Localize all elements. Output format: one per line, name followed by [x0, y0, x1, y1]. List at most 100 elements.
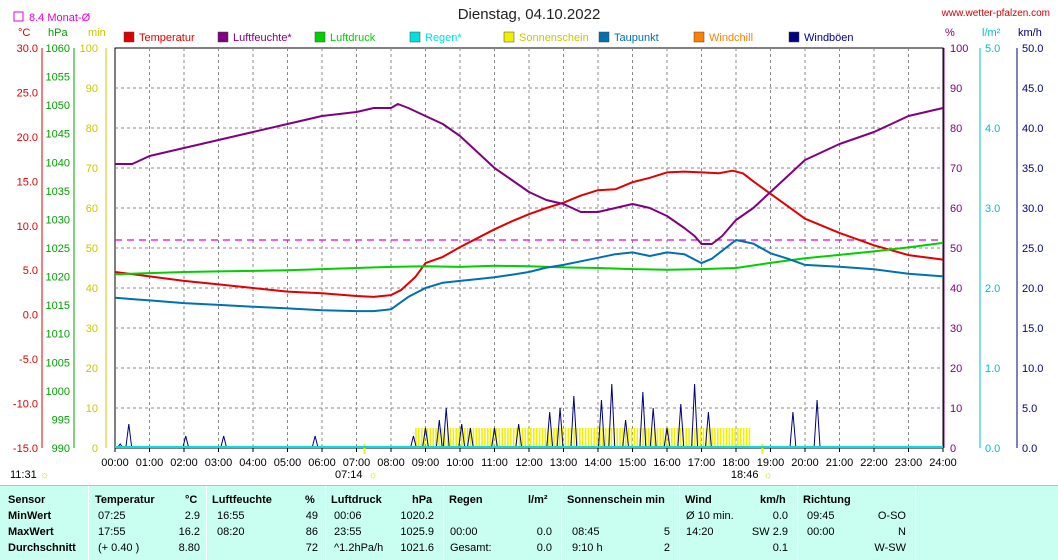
min-tick-label: 30 — [86, 323, 98, 335]
sunshine-bar — [679, 428, 682, 448]
chart-grid — [114, 47, 944, 449]
gust-mark — [515, 423, 523, 449]
sunshine-bar — [429, 428, 432, 448]
x-tick-label: 01:00 — [136, 457, 164, 469]
gust-mark — [491, 427, 498, 449]
wind-tick-label: 25.0 — [1022, 243, 1043, 255]
stats-cell-sun-val: 5 — [663, 526, 670, 538]
stats-header-press: Luftdruck — [331, 494, 382, 506]
stats-cell-press-val: 1020.2 — [400, 510, 434, 522]
weather-chart: 00:00 01:00 02:00 03:00 04:00 05:00 06:00 07:00… — [10, 11, 1043, 481]
legend-swatch — [598, 31, 610, 43]
x-tick-label: 17:00 — [688, 457, 716, 469]
x-tick-label: 04:00 — [239, 457, 267, 469]
sunshine-bar — [581, 428, 584, 448]
stats-cell-rain-val: 0.0 — [536, 542, 552, 554]
min-tick-label: 100 — [80, 43, 98, 55]
sunshine-bar — [492, 428, 495, 448]
temp-tick-label: 5.0 — [23, 265, 38, 277]
sunshine-bar — [556, 428, 558, 448]
sunshine-bar — [564, 428, 567, 448]
gust-mark — [570, 395, 578, 449]
wind-tick-label: 40.0 — [1022, 123, 1043, 135]
x-tick-label: 16:00 — [653, 457, 681, 469]
sunshine-bar — [558, 428, 561, 448]
sunshine-bar — [458, 428, 460, 448]
stats-cell-wind-val: 0.0 — [772, 510, 788, 522]
stats-cell-wind-val: 0.1 — [772, 542, 788, 554]
sunshine-bar — [510, 428, 512, 448]
sunshine-bar — [469, 428, 472, 448]
sunshine-bar — [714, 428, 716, 448]
site-link[interactable]: www.wetter-pfalzen.com — [941, 8, 1050, 19]
clock-icon: ☼ — [40, 470, 49, 481]
sunshine-bar — [487, 428, 489, 448]
sunshine-bar — [702, 428, 705, 448]
temp-tick-label: 30.0 — [17, 43, 38, 55]
sunshine-bar — [616, 428, 618, 448]
stats-cell-press-val: 1025.9 — [400, 526, 434, 538]
hum-tick-label: 40 — [950, 283, 962, 295]
legend-swatch — [123, 31, 135, 43]
temp-unit-label: °C — [18, 27, 30, 39]
x-tick-label: 19:00 — [757, 457, 785, 469]
stats-cell-dir-time: 00:00 — [807, 526, 835, 538]
gust-mark — [311, 435, 319, 449]
stats-cell-label: MinWert — [8, 510, 52, 522]
stats-cell-dir-val: O-SO — [877, 510, 906, 522]
sunshine-bar — [535, 428, 538, 448]
stats-cell-rain-val: 0.0 — [536, 526, 552, 538]
legend-swatch — [217, 31, 229, 43]
stats-cell-temp-val: 16.2 — [178, 526, 200, 538]
sunshine-bar — [438, 428, 440, 448]
sunshine-bar — [742, 428, 745, 448]
sunshine-bar — [584, 428, 587, 448]
sunshine-bar — [484, 428, 486, 448]
gust-mark — [556, 407, 564, 449]
wind-tick-label: 10.0 — [1022, 363, 1043, 375]
sunshine-bar — [645, 428, 647, 448]
stats-cell-rain-time: 00:00 — [450, 526, 478, 538]
sunshine-bar — [489, 428, 492, 448]
stats-header-sensor: Sensor — [8, 494, 46, 506]
temp-tick-label: 20.0 — [17, 132, 38, 144]
sunshine-bar — [567, 428, 570, 448]
legend-label: Sonnenschein — [519, 32, 589, 44]
gust-mark — [546, 411, 554, 449]
series-line — [115, 103, 944, 245]
monthly-avg-label: 8.4 Monat-Ø — [29, 12, 91, 24]
sunshine-bar — [418, 428, 420, 448]
sunshine-bar — [573, 428, 575, 448]
stats-cell-hum-val: 49 — [305, 510, 318, 522]
sunshine-bar — [665, 428, 667, 448]
sunshine-bar — [472, 428, 475, 448]
sunshine-bar — [725, 428, 728, 448]
rain-tick-label: 2.0 — [985, 283, 1000, 295]
x-tick-label: 12:00 — [515, 457, 543, 469]
stats-cell-sun-time: 9:10 h — [572, 542, 603, 554]
min-tick-label: 60 — [86, 203, 98, 215]
gust-mark — [220, 435, 228, 449]
hum-tick-label: 0 — [950, 443, 956, 455]
sunshine-bar — [498, 428, 501, 448]
press-tick-label: 1055 — [46, 72, 70, 84]
sunshine-bar — [656, 428, 659, 448]
sunshine-bar — [642, 428, 644, 448]
sunshine-bar — [696, 428, 699, 448]
legend-label: Windchill — [709, 32, 753, 44]
legend-swatch — [788, 31, 800, 43]
hum-tick-label: 90 — [950, 83, 962, 95]
press-tick-label: 1025 — [46, 243, 70, 255]
hum-tick-label: 70 — [950, 163, 962, 175]
wind-tick-label: 35.0 — [1022, 163, 1043, 175]
legend-label: Windböen — [804, 32, 854, 44]
sunshine-bar — [464, 428, 466, 448]
temp-tick-label: 0.0 — [23, 310, 38, 322]
rain-tick-label: 3.0 — [985, 203, 1000, 215]
stats-cell-wind-val: SW 2.9 — [751, 526, 788, 538]
sunshine-bar — [455, 428, 457, 448]
x-tick-label: 05:00 — [274, 457, 302, 469]
clock-label: 11:31 — [10, 469, 37, 481]
sunshine-bar — [604, 428, 607, 448]
sunshine-bar — [748, 428, 751, 448]
